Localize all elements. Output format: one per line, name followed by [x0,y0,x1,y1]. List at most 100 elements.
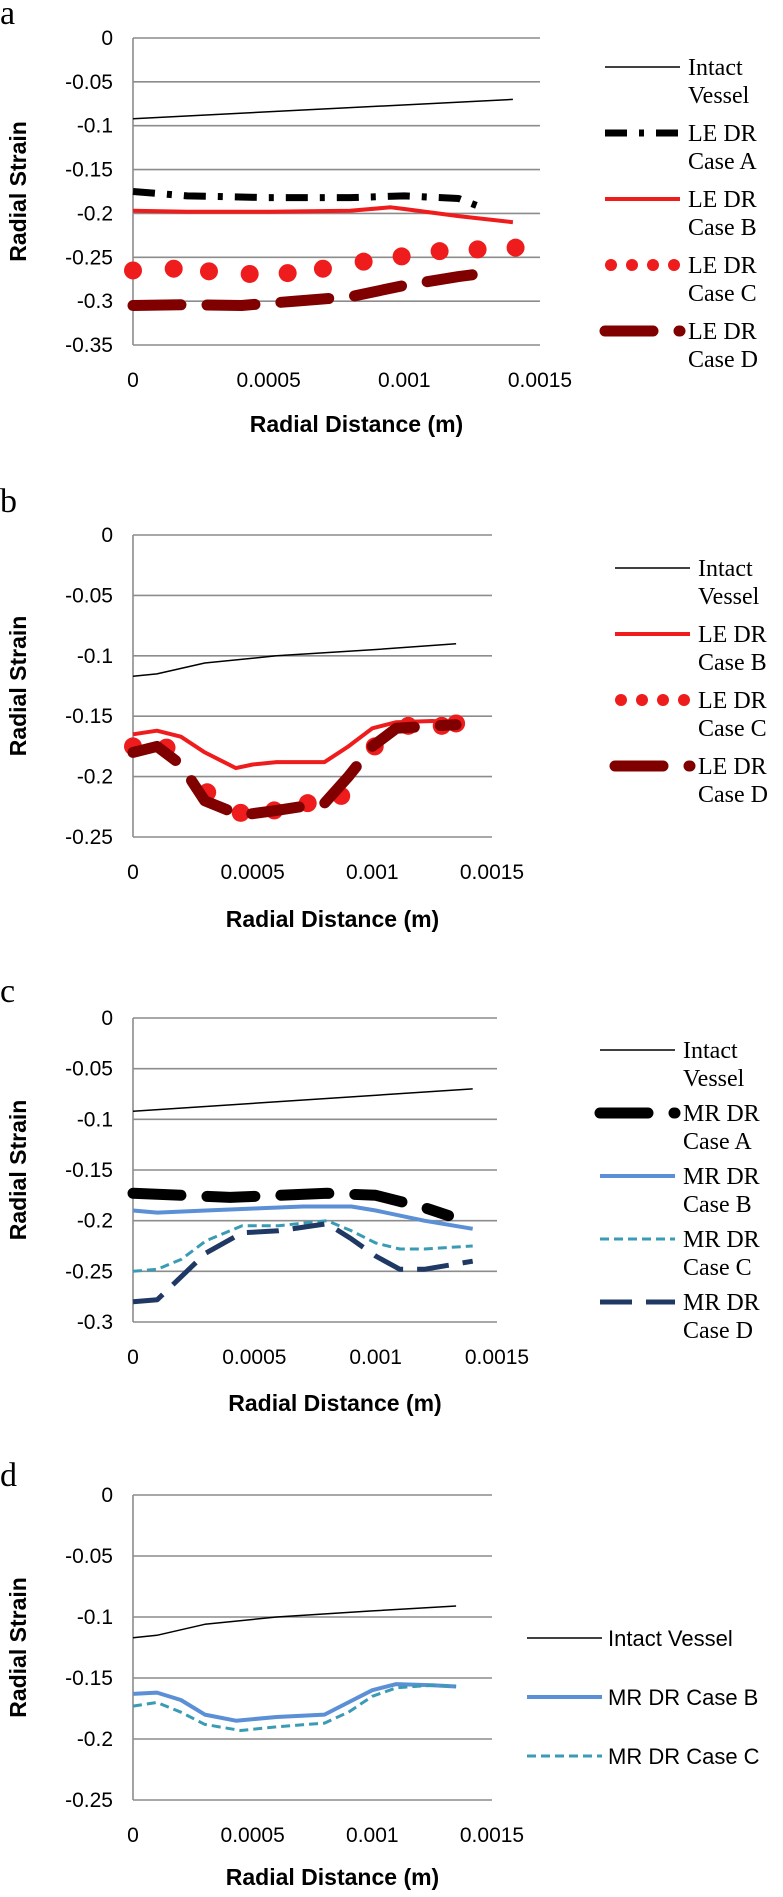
x-tick-label: 0.001 [378,369,431,392]
data-point [199,262,218,281]
y-tick-label: -0.2 [77,202,113,225]
legend-label: LE DR [688,121,757,147]
series-mr-dr-case-b [132,1204,474,1231]
y-tick-label: -0.05 [65,71,113,94]
legend-swatch [615,694,627,706]
legend-label: MR DR [683,1164,760,1190]
panel-label: c [0,973,15,1010]
x-tick-label: 0.0005 [221,861,285,884]
legend-label: Case B [683,1192,752,1218]
data-point [313,259,332,278]
legend-swatch [678,694,690,706]
series-le-dr-case-d [127,269,478,311]
data-point [392,247,411,266]
y-tick-label: -0.1 [77,1606,113,1629]
y-tick-label: -0.1 [77,645,113,668]
panel-label: a [0,0,15,32]
y-tick-label: -0.15 [65,1667,113,1690]
y-tick-label: -0.3 [77,1311,113,1334]
series-le-dr-case-a [132,188,487,213]
legend-label: Case D [683,1318,753,1344]
series-intact-vessel [132,642,457,678]
panel-b: b 0 -0.05 -0.1 -0.15 -0.2 -0.25 0 0.0005 0.001 0.0… [0,483,768,932]
data-point [506,238,525,257]
panel-label: b [0,483,17,520]
y-tick-label: -0.25 [65,1260,113,1283]
x-tick-label: 0.0005 [221,1824,285,1847]
data-point [240,264,259,283]
legend-label: Case A [688,149,757,175]
legend-entry: MR DR Case C [527,1744,760,1769]
data-point [164,259,183,278]
y-tick-label: -0.1 [77,1108,113,1131]
legend-swatch [668,259,680,271]
y-tick-label: -0.25 [65,246,113,269]
legend-label: LE DR [688,253,757,279]
y-tick-label: -0.1 [77,115,113,138]
legend-label: Intact [698,556,753,582]
series-le-dr-case-c [124,238,525,283]
legend-label: LE DR [688,319,757,345]
series-le-dr-case-b [132,205,514,225]
legend-label: Case A [683,1129,752,1155]
x-tick-label: 0.0015 [460,861,524,884]
series-intact-vessel [132,98,513,120]
y-axis-title: Radial Strain [5,1100,31,1241]
legend-label: MR DR Case B [608,1685,758,1710]
x-tick-label: 0.0005 [222,1346,286,1369]
y-tick-label: 0 [101,524,113,547]
data-point [231,803,250,822]
legend-label: Intact Vessel [608,1626,733,1651]
legend-swatch [626,259,638,271]
y-tick-label: -0.2 [77,1210,113,1233]
data-point [468,240,487,259]
panel-d: d 0 -0.05 -0.1 -0.15 -0.2 -0.25 0 0.0005 0.001 0.0… [0,1457,760,1890]
legend-label: LE DR [688,187,757,213]
series-intact-vessel [132,1088,473,1112]
series-mr-dr-case-d [132,1221,474,1305]
x-tick-label: 0 [127,861,139,884]
x-tick-label: 0.0015 [508,369,572,392]
y-axis-title: Radial Strain [5,121,31,262]
legend-label: MR DR [683,1101,760,1127]
x-axis-title: Radial Distance (m) [250,411,463,437]
legend-label: Case D [698,782,768,808]
legend-label: Vessel [698,584,760,610]
legend-entry: Intact Vessel [527,1626,733,1651]
legend-label: MR DR [683,1227,760,1253]
y-axis-title: Radial Strain [5,616,31,757]
legend-label: Case C [698,716,767,742]
legend-label: LE DR [698,688,767,714]
data-point [354,252,373,271]
y-tick-label: 0 [101,1007,113,1030]
legend-label: MR DR [683,1290,760,1316]
legend-swatch [657,694,669,706]
legend-label: Case D [688,347,758,373]
series-le-dr-case-b [132,719,457,771]
legend-label: LE DR [698,622,767,648]
data-point [430,242,449,261]
y-tick-label: -0.2 [77,766,113,789]
panel-a: a 0 -0.05 -0.1 -0.15 -0.2 -0.25 -0.3 -0.35 0 0.000… [0,0,758,437]
series-mr-dr-case-a [127,1187,454,1222]
legend-swatch [647,259,659,271]
y-tick-label: -0.2 [77,1728,113,1751]
series-mr-dr-case-c [132,1683,457,1732]
x-tick-label: 0.0005 [237,369,301,392]
x-tick-label: 0 [127,1824,139,1847]
y-tick-label: -0.05 [65,584,113,607]
x-axis-title: Radial Distance (m) [226,1864,439,1890]
